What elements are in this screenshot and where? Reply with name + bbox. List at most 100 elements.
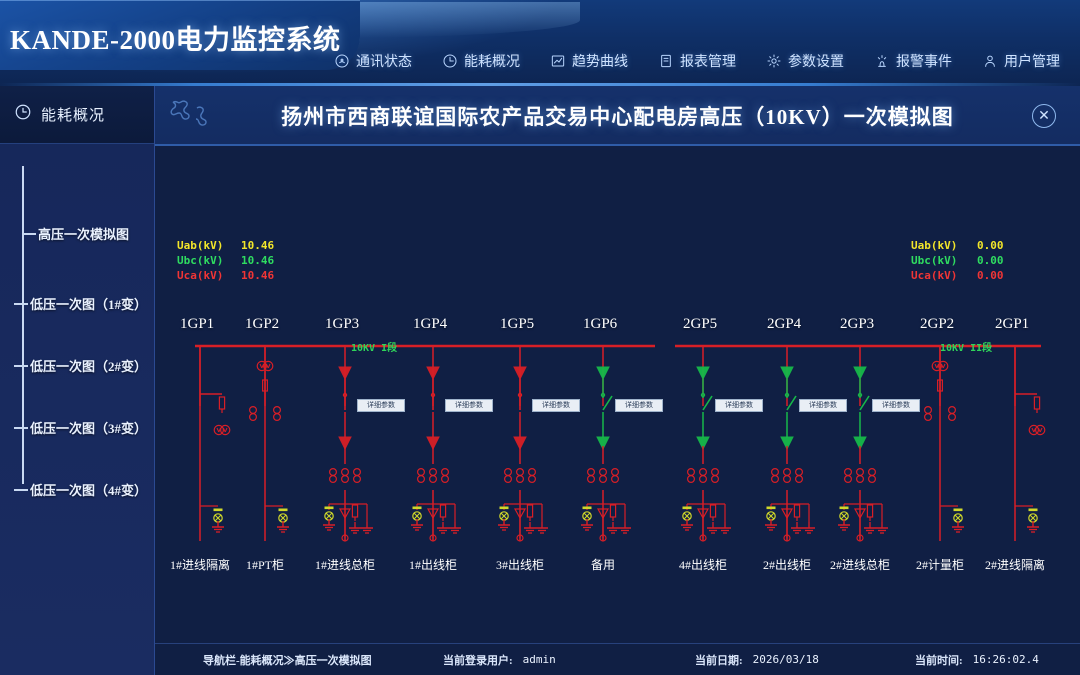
voltage-value: 0.00	[977, 269, 1004, 282]
detail-params-button-1GP5[interactable]: 详细参数	[532, 399, 580, 412]
tree-branch-line	[22, 232, 36, 235]
cabinet-2GP1[interactable]	[1014, 346, 1046, 541]
current-user-label: 当前登录用户:	[443, 654, 513, 667]
current-user: 当前登录用户: admin	[443, 652, 556, 668]
signal-icon	[334, 53, 350, 69]
panel-title-bar: 扬州市西商联谊国际农产品交易中心配电房高压（10KV）一次模拟图 ✕	[155, 86, 1080, 150]
cabinet-bottom-label-2GP1: 2#进线隔离	[984, 558, 1046, 572]
cabinet-top-label-1GP5: 1GP5	[500, 316, 535, 332]
voltage-readings-bus-2: Uab(kV) 0.00 Ubc(kV) 0.00 Uca(kV) 0.00	[911, 238, 1027, 283]
app-header: KANDE-2000电力监控系统 通讯状态 能耗概况 趋势曲线 报表管理 参数设置 报警事…	[0, 0, 1080, 86]
nav-item-label: 用户管理	[1004, 53, 1060, 69]
cabinet-2GP5[interactable]	[681, 346, 731, 542]
detail-params-button-1GP4[interactable]: 详细参数	[445, 399, 493, 412]
cabinet-2GP3[interactable]	[838, 346, 888, 542]
cabinet-1GP5[interactable]	[498, 346, 548, 542]
cabinet-1GP3[interactable]	[323, 346, 373, 542]
cabinet-bottom-label-2GP4: 2#出线柜	[762, 558, 812, 572]
cabinet-bottom-label-1GP3: 1#进线总柜	[314, 558, 376, 572]
sidebar-item-label: 高压一次模拟图	[38, 227, 130, 242]
tree-spine	[22, 166, 24, 484]
page-title: 扬州市西商联谊国际农产品交易中心配电房高压（10KV）一次模拟图	[281, 105, 954, 129]
tree-branch-line	[14, 426, 28, 429]
gear-icon	[766, 53, 782, 69]
cabinet-1GP1[interactable]	[199, 346, 231, 541]
cabinet-top-label-2GP1: 2GP1	[995, 316, 1030, 332]
nav-item-label: 趋势曲线	[572, 53, 628, 69]
cabinet-bottom-label-1GP2: 1#PT柜	[245, 558, 285, 572]
circuit-svg	[195, 344, 1046, 542]
cabinet-2GP2[interactable]	[923, 346, 964, 541]
nav-item-5[interactable]: 参数设置	[764, 49, 846, 73]
current-date-label: 当前日期:	[695, 654, 743, 667]
tree-branch-line	[14, 364, 28, 367]
voltage-value: 10.46	[241, 239, 275, 252]
current-time: 当前时间: 16:26:02.4	[915, 652, 1039, 668]
cabinet-top-label-1GP2: 1GP2	[245, 316, 280, 332]
voltage-row-right-1: Uab(kV) 0.00	[911, 238, 1027, 253]
close-icon[interactable]: ✕	[1032, 104, 1056, 128]
voltage-label: Ubc(kV)	[911, 254, 958, 267]
content-area: 扬州市西商联谊国际农产品交易中心配电房高压（10KV）一次模拟图 ✕ Uab(k…	[155, 86, 1080, 675]
detail-params-button-1GP3[interactable]: 详细参数	[357, 399, 405, 412]
detail-params-button-1GP6[interactable]: 详细参数	[615, 399, 663, 412]
detail-params-button-2GP3[interactable]: 详细参数	[872, 399, 920, 412]
sidebar-item-label: 低压一次图（1#变）	[30, 297, 148, 312]
voltage-row-left-1: Uab(kV) 10.46	[177, 238, 291, 253]
chart-line-icon	[550, 53, 566, 69]
sidebar-item-4[interactable]: 低压一次图（3#变）	[14, 418, 147, 437]
company-logo-icon	[169, 98, 213, 136]
cabinet-top-label-1GP1: 1GP1	[180, 316, 215, 332]
clock-icon	[14, 103, 32, 126]
current-time-label: 当前时间:	[915, 654, 963, 667]
current-time-value: 16:26:02.4	[972, 653, 1039, 666]
voltage-row-left-2: Ubc(kV) 10.46	[177, 253, 291, 268]
user-icon	[982, 53, 998, 69]
nav-item-2[interactable]: 能耗概况	[440, 49, 522, 73]
cabinet-1GP6[interactable]	[581, 346, 631, 542]
voltage-row-left-3: Uca(kV) 10.46	[177, 268, 291, 283]
sidebar-item-5[interactable]: 低压一次图（4#变）	[14, 480, 147, 499]
nav-item-6[interactable]: 报警事件	[872, 49, 954, 73]
sidebar-item-3[interactable]: 低压一次图（2#变）	[14, 356, 147, 375]
detail-params-button-2GP4[interactable]: 详细参数	[799, 399, 847, 412]
sidebar-tree: 高压一次模拟图低压一次图（1#变） 低压一次图（2#变） 低压一次图（3#变） 低压一…	[0, 144, 154, 524]
alarm-icon	[874, 53, 890, 69]
nav-item-7[interactable]: 用户管理	[980, 49, 1062, 73]
nav-item-3[interactable]: 趋势曲线	[548, 49, 630, 73]
breadcrumb-text: 导航栏-能耗概况≫高压一次模拟图	[203, 654, 372, 667]
cabinet-bottom-label-1GP4: 1#出线柜	[408, 558, 458, 572]
bus-tag-1: 10KV I段	[351, 343, 398, 354]
voltage-value: 0.00	[977, 254, 1004, 267]
status-bar: 导航栏-能耗概况≫高压一次模拟图 当前登录用户: admin 当前日期: 202…	[155, 643, 1080, 675]
sidebar: 能耗概况 高压一次模拟图低压一次图（1#变） 低压一次图（2#变） 低压一次图（3#…	[0, 86, 155, 675]
cabinet-1GP2[interactable]	[248, 346, 289, 541]
cabinet-top-label-2GP3: 2GP3	[840, 316, 875, 332]
cabinet-bottom-label-2GP5: 4#出线柜	[678, 558, 728, 572]
nav-item-4[interactable]: 报表管理	[656, 49, 738, 73]
single-line-diagram: Uab(kV) 10.46 Ubc(kV) 10.46 Uca(kV) 10.46 Uab…	[155, 146, 1080, 673]
detail-params-button-2GP5[interactable]: 详细参数	[715, 399, 763, 412]
nav-item-1[interactable]: 通讯状态	[332, 49, 414, 73]
voltage-row-right-2: Ubc(kV) 0.00	[911, 253, 1027, 268]
voltage-value: 0.00	[977, 239, 1004, 252]
sidebar-header[interactable]: 能耗概况	[0, 86, 154, 144]
current-date-value: 2026/03/18	[752, 653, 819, 666]
voltage-label: Uab(kV)	[177, 239, 224, 252]
cabinet-top-label-2GP5: 2GP5	[683, 316, 718, 332]
cabinet-1GP4[interactable]	[411, 346, 461, 542]
clock-icon	[442, 53, 458, 69]
cabinet-top-label-2GP4: 2GP4	[767, 316, 802, 332]
cabinet-top-label-1GP3: 1GP3	[325, 316, 360, 332]
sidebar-item-2[interactable]: 低压一次图（1#变）	[14, 294, 147, 313]
sidebar-header-label: 能耗概况	[41, 107, 106, 124]
sidebar-item-1[interactable]: 高压一次模拟图	[22, 224, 129, 243]
voltage-label: Uca(kV)	[911, 269, 958, 282]
sidebar-item-label: 低压一次图（4#变）	[30, 483, 148, 498]
document-icon	[658, 53, 674, 69]
sidebar-item-label: 低压一次图（2#变）	[30, 359, 148, 374]
breadcrumb: 导航栏-能耗概况≫高压一次模拟图	[203, 652, 372, 668]
bus-tag-2: 10KV II段	[940, 343, 993, 354]
cabinet-2GP4[interactable]	[765, 346, 815, 542]
